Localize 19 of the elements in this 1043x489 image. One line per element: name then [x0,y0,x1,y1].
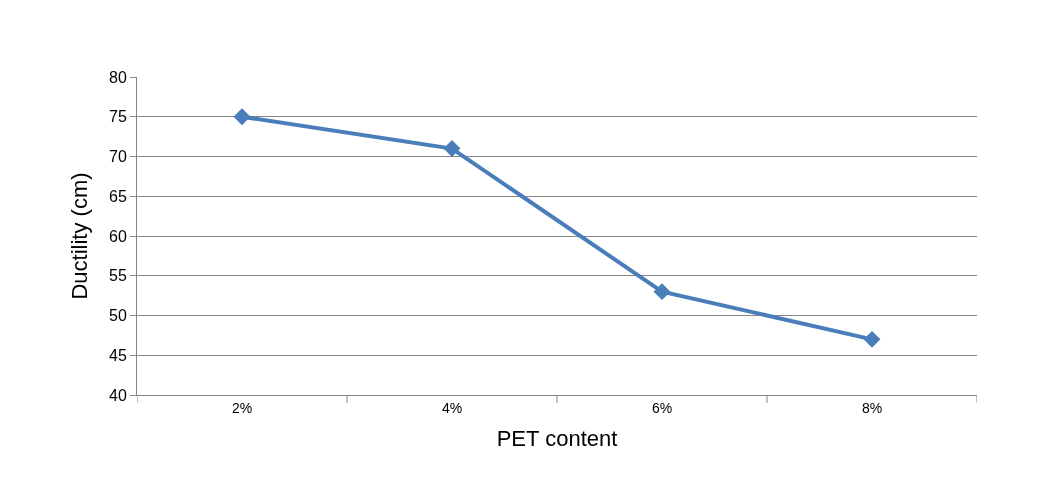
y-tick-label: 75 [109,108,127,126]
y-tick-label: 40 [109,386,127,404]
point [653,283,671,301]
x-tick-label: 8% [861,399,883,416]
x-tick-label: 2% [231,399,253,416]
y-tick-label: 65 [109,187,127,205]
x-axis-title: PET content [496,425,618,451]
point [863,330,881,348]
y-tick-label: 45 [109,346,127,364]
point [443,140,461,157]
point [233,108,251,126]
y-tick-label: 50 [109,307,127,325]
x-tick-label: 6% [651,399,673,416]
x-tick-label: 4% [441,399,463,416]
y-tick-label: 80 [109,68,127,86]
y-tick-label: 55 [109,267,127,285]
y-axis-title: Ductility (cm) [66,172,92,300]
y-tick-label: 70 [109,148,127,166]
y-tick-label: 60 [109,227,127,245]
